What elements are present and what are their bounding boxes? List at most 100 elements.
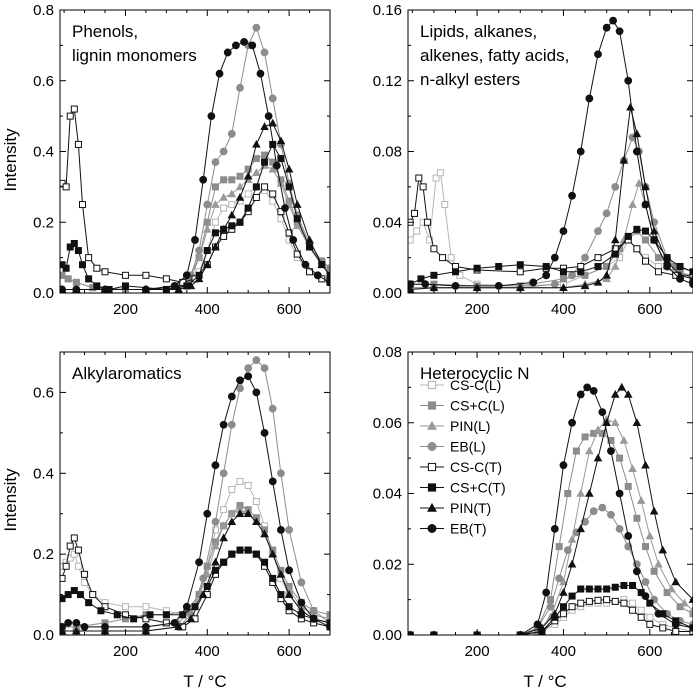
- data-point: [240, 37, 248, 46]
- data-point: [244, 364, 253, 373]
- data-point: [671, 577, 681, 586]
- data-point: [432, 174, 440, 182]
- data-point: [589, 387, 598, 395]
- data-point: [235, 182, 245, 191]
- data-point: [645, 531, 655, 540]
- data-point: [589, 507, 598, 516]
- y-tick-label: 0.2: [33, 214, 54, 231]
- data-point: [285, 525, 293, 534]
- y-tick-label: 0.6: [33, 73, 54, 90]
- data-point: [276, 569, 286, 578]
- data-point: [642, 543, 649, 551]
- data-point: [615, 489, 624, 498]
- data-point: [563, 546, 572, 554]
- data-point: [550, 524, 559, 533]
- data-point: [260, 529, 269, 538]
- data-point: [232, 41, 240, 50]
- data-point: [439, 254, 447, 262]
- data-point: [408, 236, 414, 244]
- data-point: [297, 578, 306, 587]
- data-point: [610, 418, 620, 427]
- x-tick-label: 600: [637, 643, 662, 660]
- panel-title: Heterocyclic N: [420, 364, 530, 383]
- data-point: [170, 618, 179, 627]
- data-point: [568, 418, 576, 427]
- data-point: [211, 517, 220, 526]
- data-point: [610, 235, 620, 244]
- data-point: [326, 623, 330, 631]
- y-axis-label-bottom: Intensity: [1, 468, 20, 532]
- data-point: [276, 136, 286, 145]
- data-point: [611, 597, 619, 605]
- data-point: [72, 278, 80, 286]
- legend-item-cs-c-l: CS+C(L): [420, 398, 505, 414]
- data-point: [593, 453, 603, 462]
- data-point: [101, 268, 109, 276]
- data-point: [624, 232, 632, 240]
- data-point: [236, 83, 244, 92]
- data-point: [64, 618, 73, 627]
- data-point: [60, 179, 66, 187]
- data-point: [195, 558, 203, 567]
- data-point: [235, 509, 245, 517]
- data-point: [559, 603, 567, 611]
- data-point: [130, 615, 138, 623]
- data-point: [85, 275, 93, 283]
- data-point: [688, 605, 693, 614]
- data-point: [689, 271, 693, 279]
- data-point: [559, 588, 568, 596]
- data-point: [421, 280, 430, 289]
- y-axis-label-top: Intensity: [1, 128, 20, 192]
- legend-marker: [427, 524, 437, 533]
- data-point: [598, 429, 606, 437]
- data-point: [219, 224, 228, 233]
- data-point: [594, 227, 602, 235]
- data-point: [626, 102, 635, 111]
- data-point: [567, 559, 577, 568]
- data-point: [162, 611, 170, 619]
- data-point: [658, 545, 668, 554]
- data-point: [261, 158, 269, 166]
- data-point: [244, 190, 252, 198]
- data-point: [203, 200, 212, 209]
- data-point: [641, 200, 650, 209]
- data-point: [211, 218, 219, 226]
- data-point: [277, 525, 285, 534]
- data-point: [252, 23, 261, 32]
- data-point: [654, 609, 663, 618]
- data-point: [202, 224, 212, 233]
- data-point: [611, 182, 620, 191]
- data-point: [268, 477, 277, 486]
- data-point: [593, 277, 603, 286]
- data-point: [260, 428, 269, 437]
- y-tick-label: 0.02: [373, 556, 402, 573]
- data-point: [598, 503, 607, 512]
- panel-heterocyclic-n: 200 400 600 0.00 0.02 0.04 0.06 0.08 Heterocycli…: [373, 344, 693, 660]
- data-point: [572, 447, 580, 455]
- data-point: [564, 490, 572, 497]
- series-line: [61, 143, 330, 291]
- series-line: [62, 41, 330, 290]
- data-point: [182, 271, 191, 280]
- data-point: [516, 261, 524, 269]
- data-point: [235, 193, 245, 201]
- data-point: [594, 262, 602, 270]
- data-point: [559, 268, 567, 276]
- y-tick-label: 0.00: [373, 627, 402, 644]
- legend-label: CS-C(L): [450, 377, 501, 393]
- legend-label: PIN(L): [450, 418, 490, 434]
- legend-item-eb-t: EB(T): [420, 521, 487, 537]
- data-point: [632, 418, 642, 427]
- data-point: [66, 542, 74, 550]
- legend-item-cs-c-t: CS+C(T): [420, 480, 506, 496]
- data-point: [284, 164, 294, 173]
- data-point: [219, 147, 228, 156]
- data-point: [550, 609, 560, 618]
- data-point: [101, 603, 109, 611]
- legend-marker: [427, 442, 437, 451]
- data-point: [559, 577, 568, 586]
- data-point: [60, 623, 66, 631]
- data-point: [261, 558, 269, 566]
- data-point: [642, 227, 649, 235]
- x-tick-label: 200: [465, 643, 490, 660]
